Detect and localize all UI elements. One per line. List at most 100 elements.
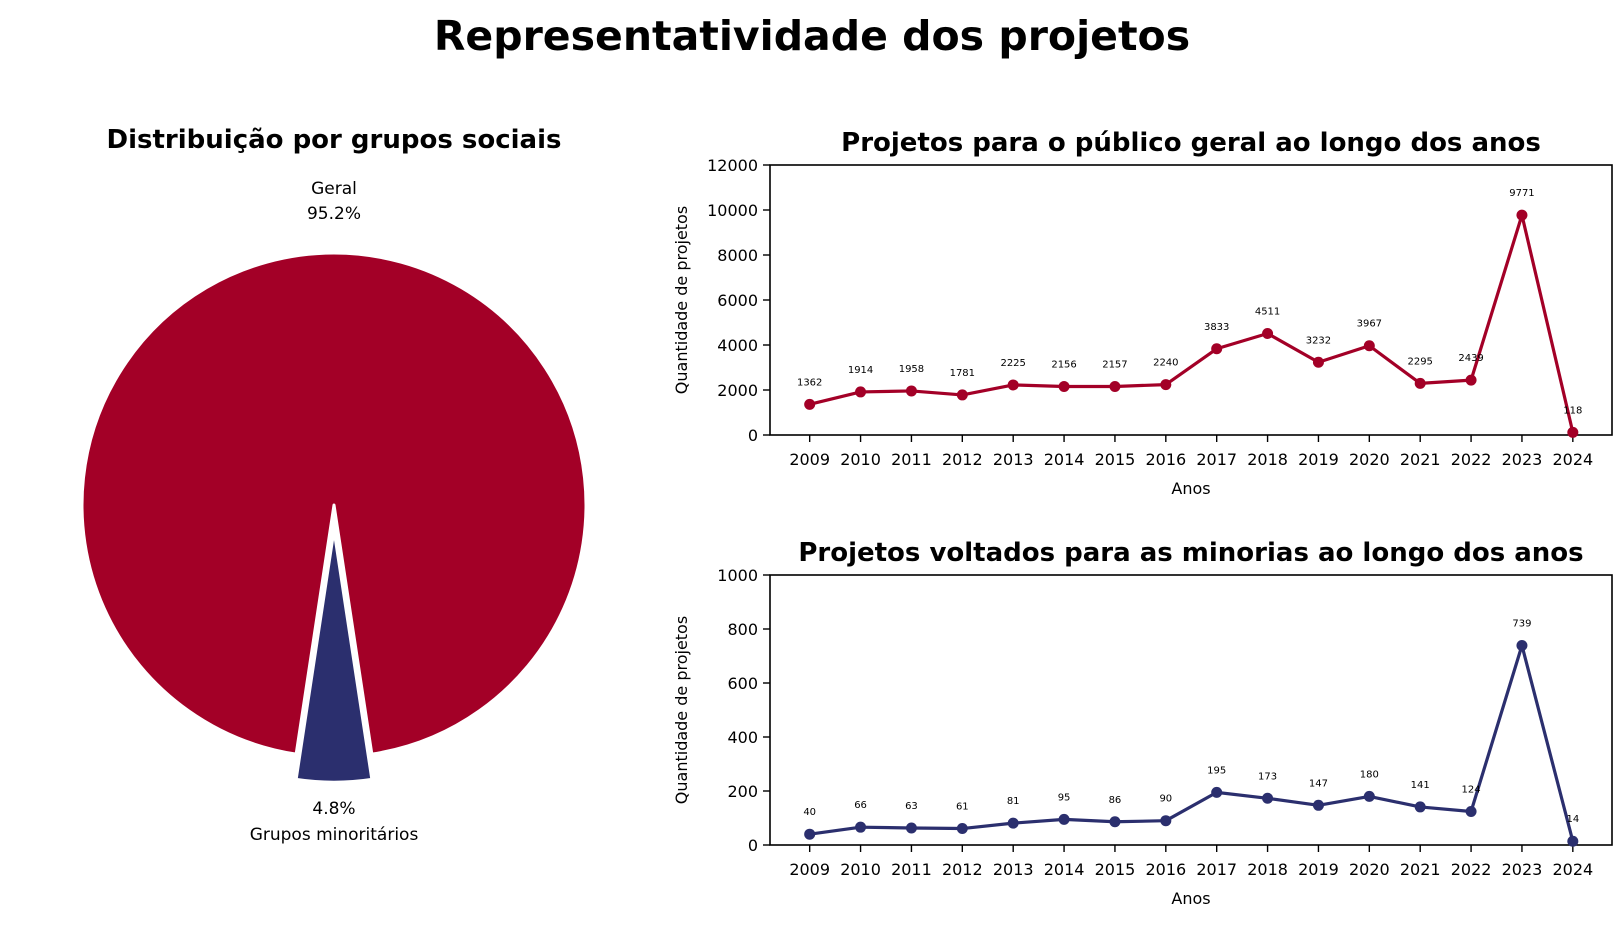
line-chart-minorias: Projetos voltados para as minorias ao lo… bbox=[672, 538, 1613, 908]
data-label: 1781 bbox=[950, 368, 975, 379]
y-tick-label: 6000 bbox=[717, 291, 758, 310]
pie-slice-1 bbox=[294, 528, 374, 784]
line-chart-geral: Projetos para o público geral ao longo d… bbox=[672, 128, 1613, 498]
x-tick-label: 2018 bbox=[1247, 450, 1288, 469]
data-label: 118 bbox=[1563, 405, 1582, 416]
data-label: 95 bbox=[1058, 792, 1071, 803]
data-label: 2157 bbox=[1102, 359, 1127, 370]
data-point bbox=[1160, 379, 1172, 391]
x-tick-label: 2014 bbox=[1044, 450, 1085, 469]
data-point bbox=[1516, 209, 1528, 221]
data-label: 81 bbox=[1007, 796, 1020, 807]
y-tick-label: 12000 bbox=[707, 156, 758, 175]
data-label: 1362 bbox=[797, 377, 822, 388]
data-point bbox=[905, 385, 917, 397]
x-tick-label: 2023 bbox=[1502, 860, 1543, 879]
y-tick-label: 200 bbox=[727, 782, 758, 801]
data-label: 2295 bbox=[1407, 356, 1432, 367]
x-tick-label: 2013 bbox=[993, 450, 1034, 469]
data-point bbox=[1414, 377, 1426, 389]
x-tick-label: 2011 bbox=[891, 860, 932, 879]
data-label: 1914 bbox=[848, 365, 873, 376]
data-point bbox=[1465, 806, 1477, 818]
data-point bbox=[1312, 799, 1324, 811]
data-label: 1958 bbox=[899, 364, 924, 375]
data-label: 63 bbox=[905, 801, 918, 812]
x-axis-label: Anos bbox=[1171, 479, 1210, 498]
x-tick-label: 2020 bbox=[1349, 860, 1390, 879]
data-label: 9771 bbox=[1509, 188, 1534, 199]
data-point bbox=[855, 821, 867, 833]
data-label: 3967 bbox=[1357, 319, 1382, 330]
x-tick-label: 2022 bbox=[1451, 450, 1492, 469]
y-tick-label: 800 bbox=[727, 620, 758, 639]
x-tick-label: 2011 bbox=[891, 450, 932, 469]
data-point bbox=[1567, 835, 1579, 847]
data-point bbox=[1058, 380, 1070, 392]
data-point bbox=[804, 828, 816, 840]
data-label: 90 bbox=[1159, 794, 1172, 805]
y-tick-label: 4000 bbox=[717, 336, 758, 355]
y-tick-label: 2000 bbox=[717, 381, 758, 400]
data-point bbox=[1007, 817, 1019, 829]
x-tick-label: 2018 bbox=[1247, 860, 1288, 879]
y-tick-label: 400 bbox=[727, 728, 758, 747]
x-tick-label: 2020 bbox=[1349, 450, 1390, 469]
pie-chart: Distribuição por grupos sociais 95.2% Gera… bbox=[80, 125, 588, 845]
x-tick-label: 2014 bbox=[1044, 860, 1085, 879]
data-label: 2156 bbox=[1051, 359, 1076, 370]
y-tick-label: 8000 bbox=[717, 246, 758, 265]
data-point bbox=[956, 389, 968, 401]
x-tick-label: 2021 bbox=[1400, 450, 1441, 469]
data-label: 14 bbox=[1566, 814, 1579, 825]
x-tick-label: 2024 bbox=[1552, 860, 1593, 879]
data-point bbox=[1262, 328, 1274, 340]
y-axis-label: Quantidade de projetos bbox=[672, 616, 691, 804]
data-point bbox=[1465, 374, 1477, 386]
data-label: 3232 bbox=[1306, 335, 1331, 346]
x-tick-label: 2021 bbox=[1400, 860, 1441, 879]
data-point bbox=[1414, 801, 1426, 813]
x-tick-label: 2016 bbox=[1145, 450, 1186, 469]
data-label: 86 bbox=[1109, 795, 1122, 806]
data-point bbox=[905, 822, 917, 834]
x-tick-label: 2010 bbox=[840, 860, 881, 879]
data-label: 3833 bbox=[1204, 322, 1229, 333]
x-tick-label: 2012 bbox=[942, 450, 983, 469]
data-label: 739 bbox=[1512, 618, 1531, 629]
data-label: 173 bbox=[1258, 771, 1277, 782]
data-label: 180 bbox=[1360, 769, 1379, 780]
data-label: 66 bbox=[854, 800, 867, 811]
pie-pct-label-1: 4.8% bbox=[312, 799, 355, 819]
y-tick-label: 1000 bbox=[717, 566, 758, 585]
data-point bbox=[1058, 813, 1070, 825]
data-label: 195 bbox=[1207, 765, 1226, 776]
data-point bbox=[1312, 356, 1324, 368]
pie-category-label-0: Geral bbox=[311, 179, 357, 199]
data-point bbox=[1262, 792, 1274, 804]
pie-title: Distribuição por grupos sociais bbox=[107, 125, 562, 155]
x-tick-label: 2015 bbox=[1095, 450, 1136, 469]
data-point bbox=[1211, 786, 1223, 798]
data-label: 40 bbox=[803, 807, 816, 818]
y-tick-label: 600 bbox=[727, 674, 758, 693]
data-label: 2439 bbox=[1458, 353, 1483, 364]
data-label: 61 bbox=[956, 802, 969, 813]
plot-frame bbox=[769, 574, 1613, 846]
data-point bbox=[1109, 816, 1121, 828]
x-tick-label: 2013 bbox=[993, 860, 1034, 879]
y-tick-label: 0 bbox=[748, 836, 758, 855]
data-point bbox=[804, 398, 816, 410]
data-point bbox=[1567, 426, 1579, 438]
x-tick-label: 2009 bbox=[789, 860, 830, 879]
figure-title: Representatividade dos projetos bbox=[433, 12, 1191, 60]
x-tick-label: 2010 bbox=[840, 450, 881, 469]
pie-category-label-1: Grupos minoritários bbox=[250, 825, 419, 845]
data-label: 2240 bbox=[1153, 358, 1178, 369]
x-tick-label: 2015 bbox=[1095, 860, 1136, 879]
x-tick-label: 2009 bbox=[789, 450, 830, 469]
data-label: 147 bbox=[1309, 778, 1328, 789]
data-label: 4511 bbox=[1255, 307, 1280, 318]
x-tick-label: 2024 bbox=[1552, 450, 1593, 469]
data-point bbox=[855, 386, 867, 398]
